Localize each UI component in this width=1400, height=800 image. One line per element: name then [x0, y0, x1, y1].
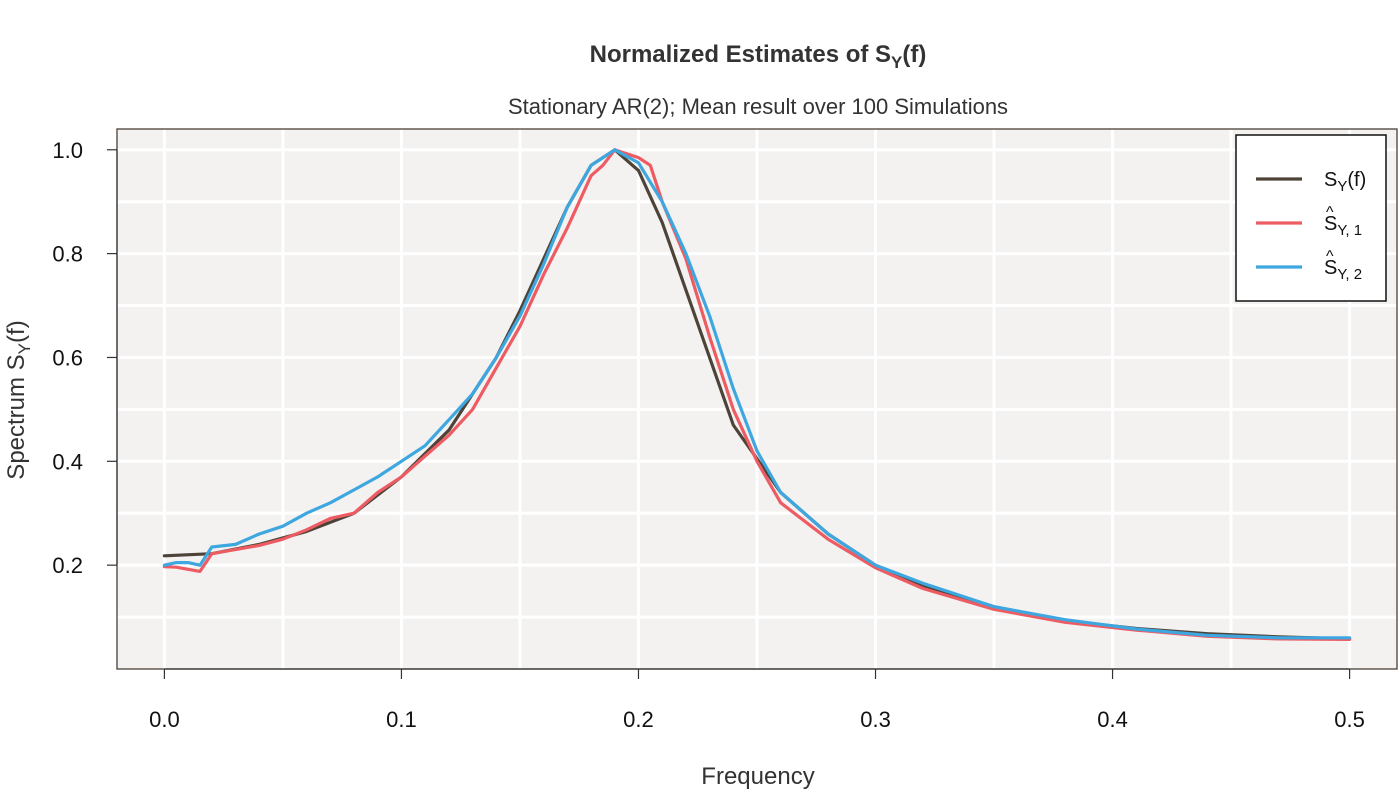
x-axis-label: Frequency: [701, 763, 814, 790]
chart-title-tail: (f): [902, 41, 926, 68]
x-tick-label: 0.2: [623, 707, 654, 732]
legend-hat-3: ^: [1326, 248, 1334, 265]
y-axis-label-tail: (f): [3, 320, 30, 343]
legend-label-1: SY(f): [1324, 169, 1366, 195]
y-tick-label: 0.4: [52, 449, 83, 474]
chart-title-subscript: Y: [891, 53, 903, 72]
legend-label-3: SY, 2: [1324, 257, 1362, 283]
y-axis-label-subscript: Y: [15, 343, 34, 354]
legend-hat-2: ^: [1326, 204, 1334, 221]
chart-subtitle: Stationary AR(2); Mean result over 100 S…: [508, 94, 1008, 119]
y-axis-label-main: Spectrum S: [3, 354, 30, 479]
x-tick-label: 0.0: [149, 707, 180, 732]
chart-title-main: Normalized Estimates of S: [590, 41, 891, 68]
x-tick-label: 0.1: [386, 707, 417, 732]
series-line-3: [162, 148, 1352, 640]
x-tick-label: 0.4: [1097, 707, 1128, 732]
y-tick-label: 0.8: [52, 242, 83, 267]
x-tick-label: 0.5: [1334, 707, 1365, 732]
series-lines: [162, 148, 1352, 642]
chart-title: Normalized Estimates of SY(f): [590, 41, 927, 72]
y-tick-label: 0.6: [52, 345, 83, 370]
x-tick-label: 0.3: [860, 707, 891, 732]
y-axis: 0.2 0.4 0.6 0.8 1.0: [52, 138, 118, 578]
series-line-2: [162, 148, 1352, 642]
legend-box: [1235, 134, 1387, 302]
y-axis-label: Spectrum SY(f): [3, 320, 34, 479]
x-axis: 0.0 0.1 0.2 0.3 0.4 0.5: [149, 668, 1365, 732]
y-tick-label: 0.2: [52, 553, 83, 578]
legend: SY(f)SY, 1^SY, 2^: [1235, 134, 1387, 302]
y-tick-label: 1.0: [52, 138, 83, 163]
legend-label-2: SY, 1: [1324, 213, 1362, 239]
